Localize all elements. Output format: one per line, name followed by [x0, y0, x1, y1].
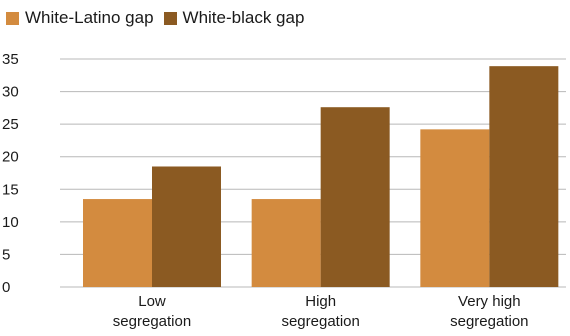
y-tick-label-0: 0	[2, 279, 10, 296]
x-tick-label-0-line-1: segregation	[113, 313, 191, 330]
legend-item-series-0: White-Latino gap	[6, 8, 154, 28]
y-tick-label-25: 25	[2, 116, 19, 133]
bar-series-1-cat-0	[152, 166, 221, 287]
x-tick-label-1-line-0: High	[305, 293, 336, 310]
legend-item-series-1: White-black gap	[163, 8, 305, 28]
bar-series-0-cat-0	[83, 199, 152, 287]
y-tick-label-35: 35	[2, 51, 19, 68]
y-tick-label-15: 15	[2, 181, 19, 198]
bar-series-0-cat-2	[420, 129, 490, 287]
legend-swatch-series-1	[163, 11, 177, 25]
y-tick-label-10: 10	[2, 214, 19, 231]
bar-series-0-cat-1	[251, 199, 321, 287]
chart-legend: White-Latino gap White-black gap	[6, 6, 314, 30]
legend-swatch-series-0	[6, 11, 19, 25]
bar-series-1-cat-2	[489, 66, 559, 287]
legend-label-series-1: White-black gap	[182, 8, 305, 27]
y-tick-label-5: 5	[2, 246, 10, 263]
legend-label-series-0: White-Latino gap	[25, 8, 154, 27]
x-tick-label-2-line-0: Very high	[458, 293, 521, 310]
x-tick-label-1-line-1: segregation	[281, 313, 359, 330]
bar-series-1-cat-1	[320, 107, 390, 287]
x-tick-label-0-line-0: Low	[138, 293, 166, 310]
y-tick-label-20: 20	[2, 149, 19, 166]
y-tick-label-30: 30	[2, 84, 19, 101]
x-tick-label-2-line-1: segregation	[450, 313, 528, 330]
